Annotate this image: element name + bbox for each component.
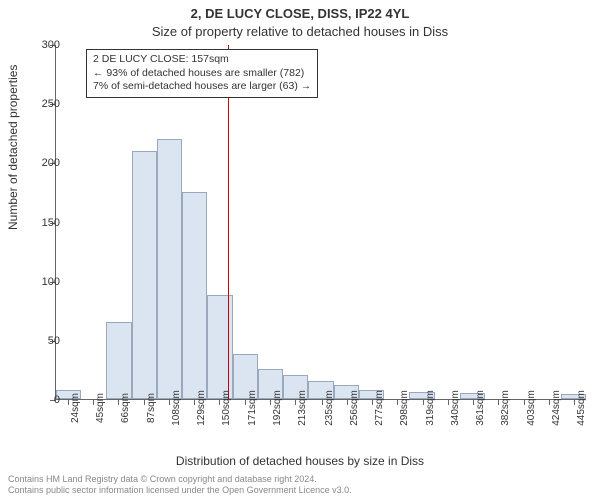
x-tick [245, 399, 246, 405]
x-tick [372, 399, 373, 405]
y-tick-label: 100 [30, 276, 60, 288]
y-tick-label: 50 [30, 335, 60, 347]
x-tick [169, 399, 170, 405]
x-tick-label: 129sqm [196, 390, 207, 426]
y-tick-label: 200 [30, 157, 60, 169]
x-tick-label: 361sqm [475, 390, 486, 426]
x-tick [549, 399, 550, 405]
x-tick-label: 403sqm [526, 390, 537, 426]
x-tick [270, 399, 271, 405]
annotation-line3: 7% of semi-detached houses are larger (6… [93, 80, 311, 94]
annotation-line2: ← 93% of detached houses are smaller (78… [93, 67, 311, 81]
x-tick-label: 24sqm [70, 393, 81, 423]
footer-line2: Contains public sector information licen… [8, 485, 352, 496]
chart-title-main: 2, DE LUCY CLOSE, DISS, IP22 4YL [0, 6, 600, 21]
x-tick-label: 213sqm [297, 390, 308, 426]
x-tick [574, 399, 575, 405]
x-tick [524, 399, 525, 405]
x-tick [448, 399, 449, 405]
histogram-bar [157, 139, 182, 399]
histogram-bar [132, 151, 157, 400]
x-tick-label: 87sqm [146, 393, 157, 423]
y-tick-label: 150 [30, 217, 60, 229]
x-tick-label: 235sqm [324, 390, 335, 426]
x-tick-label: 45sqm [95, 393, 106, 423]
x-tick [347, 399, 348, 405]
x-tick-label: 424sqm [551, 390, 562, 426]
x-axis-label: Distribution of detached houses by size … [0, 454, 600, 468]
chart-container: 2, DE LUCY CLOSE, DISS, IP22 4YL Size of… [0, 0, 600, 500]
reference-line [228, 45, 229, 399]
chart-title-sub: Size of property relative to detached ho… [0, 24, 600, 39]
x-tick-label: 445sqm [576, 390, 587, 426]
x-tick-label: 66sqm [120, 393, 131, 423]
x-tick-label: 319sqm [425, 390, 436, 426]
y-tick-label: 300 [30, 39, 60, 51]
histogram-bar [207, 295, 232, 399]
annotation-line1: 2 DE LUCY CLOSE: 157sqm [93, 53, 311, 67]
x-tick [144, 399, 145, 405]
x-tick-label: 108sqm [171, 390, 182, 426]
x-tick [295, 399, 296, 405]
footer-attribution: Contains HM Land Registry data © Crown c… [8, 474, 352, 497]
x-tick [473, 399, 474, 405]
y-axis-label: Number of detached properties [6, 65, 20, 230]
plot-area: 2 DE LUCY CLOSE: 157sqm ← 93% of detache… [55, 45, 585, 400]
x-tick [423, 399, 424, 405]
x-tick-label: 382sqm [500, 390, 511, 426]
histogram-bar [106, 322, 131, 399]
x-tick-label: 340sqm [450, 390, 461, 426]
x-tick-label: 150sqm [221, 390, 232, 426]
x-tick-label: 171sqm [247, 390, 258, 426]
footer-line1: Contains HM Land Registry data © Crown c… [8, 474, 352, 485]
histogram-bar [182, 192, 207, 399]
x-tick-label: 256sqm [349, 390, 360, 426]
x-tick-label: 192sqm [272, 390, 283, 426]
y-tick-label: 250 [30, 98, 60, 110]
x-tick [322, 399, 323, 405]
annotation-box: 2 DE LUCY CLOSE: 157sqm ← 93% of detache… [86, 49, 318, 98]
x-tick [68, 399, 69, 405]
x-tick-label: 277sqm [374, 390, 385, 426]
x-tick-label: 298sqm [399, 390, 410, 426]
y-tick-label: 0 [30, 394, 60, 406]
